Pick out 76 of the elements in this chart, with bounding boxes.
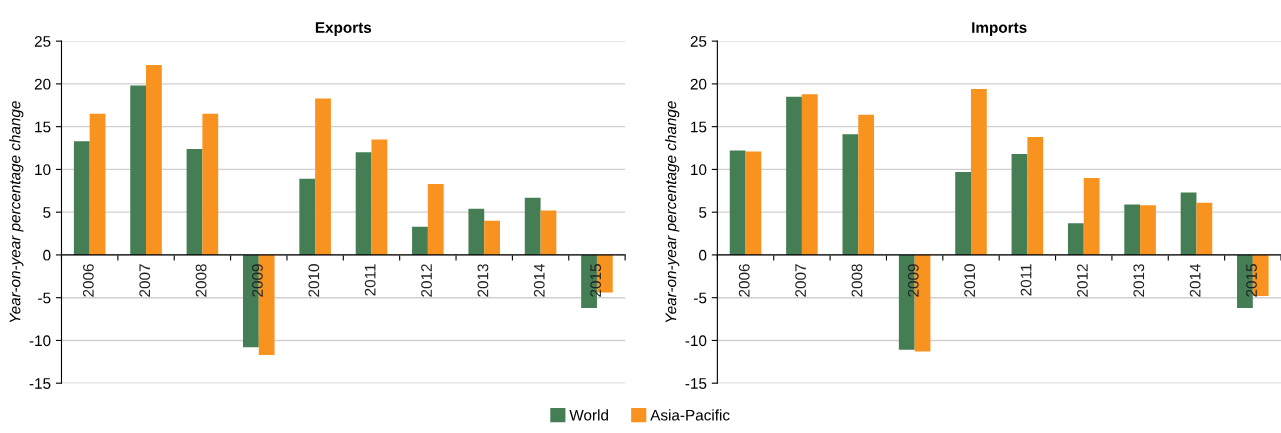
x-tick-label: 2006 [738,264,750,297]
y-tick-label: 25 [34,36,51,47]
y-tick-label: -15 [685,378,707,389]
bar [524,197,541,255]
y-tick-label: -15 [29,378,51,389]
x-tick-label: 2014 [533,263,545,297]
y-tick-label: 5 [43,207,51,218]
bar [842,134,859,255]
y-tick-label: 15 [691,121,707,133]
legend-label: World [569,409,608,421]
bar [186,148,203,255]
x-tick-label: 2007 [139,264,151,297]
x-tick-label: 2013 [1133,264,1145,297]
chart-title: Imports [972,22,1027,36]
y-axis-title: Year-on-year percentage change [665,101,680,323]
x-tick-label: 2013 [477,264,489,297]
x-tick-label: 2015 [590,264,602,297]
x-tick-label: 2010 [308,264,320,297]
bar [89,113,106,255]
bar [1180,192,1197,255]
y-tick-label: 5 [699,207,707,218]
y-tick-label: 0 [43,249,51,261]
bar [146,65,162,255]
x-tick-label: 2014 [1189,263,1201,297]
x-tick-label: 2012 [421,264,432,297]
bar [202,113,219,255]
bar [371,139,388,255]
bar [355,152,372,255]
bar [745,151,762,255]
bar [412,226,428,255]
x-tick-label: 2009 [252,264,263,297]
bar [1140,205,1156,255]
bar [427,183,444,255]
bar [1067,223,1084,255]
bar [1124,204,1141,255]
y-tick-label: 0 [699,249,707,261]
x-tick-label: 2010 [964,264,976,297]
bar [1027,136,1044,255]
x-tick-label: 2008 [851,264,863,297]
bar [1011,154,1028,255]
y-tick-label: 10 [691,164,707,176]
bar [1083,177,1100,255]
y-axis-title: Year-on-year percentage change [9,101,24,323]
x-tick-label: 2011 [364,264,376,296]
bar [299,178,316,255]
bar [540,210,557,255]
x-tick-label: 2009 [907,264,919,297]
y-tick-label: -5 [38,292,51,304]
bar [130,85,147,255]
y-tick-label: 25 [690,36,707,47]
y-tick-label: -10 [29,335,51,347]
x-tick-label: 2008 [195,264,207,297]
bar [1196,202,1213,255]
bar [858,114,875,255]
bar [971,89,987,255]
bar [468,208,485,255]
x-tick-label: 2007 [795,264,807,297]
y-tick-label: 10 [35,164,51,176]
x-tick-label: 2011 [1020,264,1032,296]
y-tick-label: 15 [35,121,51,133]
bar [955,171,971,255]
bar [801,94,818,255]
x-tick-label: 2012 [1077,264,1088,297]
bar [729,150,746,255]
y-tick-label: 20 [690,78,707,90]
bar [786,96,802,255]
bar [73,141,90,255]
x-tick-label: 2015 [1246,264,1257,297]
legend-label: Asia-Pacific [650,409,730,421]
y-tick-label: -5 [694,292,707,304]
bar [315,98,331,255]
bar [484,220,500,255]
y-tick-label: 20 [34,78,51,90]
y-tick-label: -10 [685,335,707,347]
chart-title: Exports [315,22,372,36]
x-tick-label: 2006 [82,264,94,297]
